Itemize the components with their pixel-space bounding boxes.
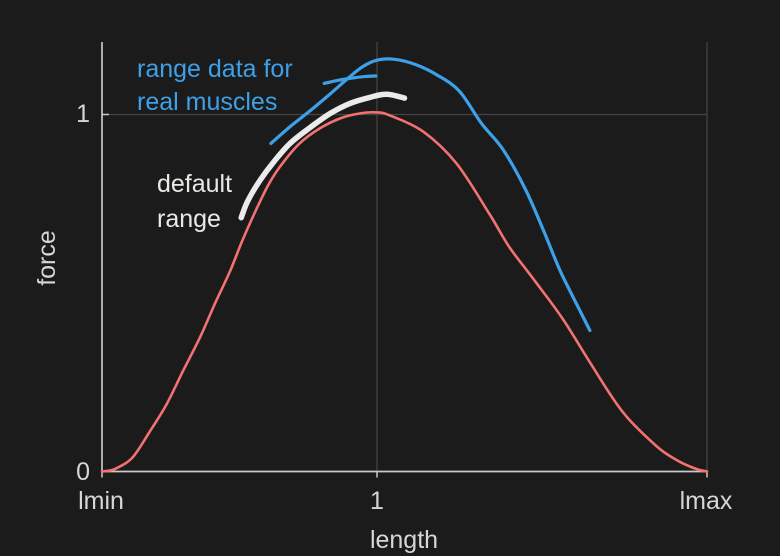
x-tick-lmax: lmax: [679, 487, 733, 515]
annotation-line: default: [157, 170, 233, 198]
series-default-range: [238, 91, 408, 221]
annotation-line: range: [157, 205, 221, 233]
y-tick-1: 1: [76, 100, 90, 128]
default-range-label: default range: [157, 167, 232, 237]
annotation-line: range data for: [137, 55, 293, 83]
x-axis-label: length: [369, 526, 439, 554]
series-real-muscle-range-long: [269, 57, 592, 333]
annotation-line: real muscles: [137, 88, 278, 116]
x-tick-1: 1: [370, 487, 384, 515]
series-real-muscle-range-short: [322, 74, 378, 85]
y-axis-label: force: [33, 230, 61, 286]
real-muscle-range-label: range data for real muscles: [137, 53, 293, 119]
series-force-length-curve: [100, 110, 709, 473]
y-tick-0: 0: [76, 458, 90, 486]
x-tick-lmin: lmin: [78, 487, 124, 515]
